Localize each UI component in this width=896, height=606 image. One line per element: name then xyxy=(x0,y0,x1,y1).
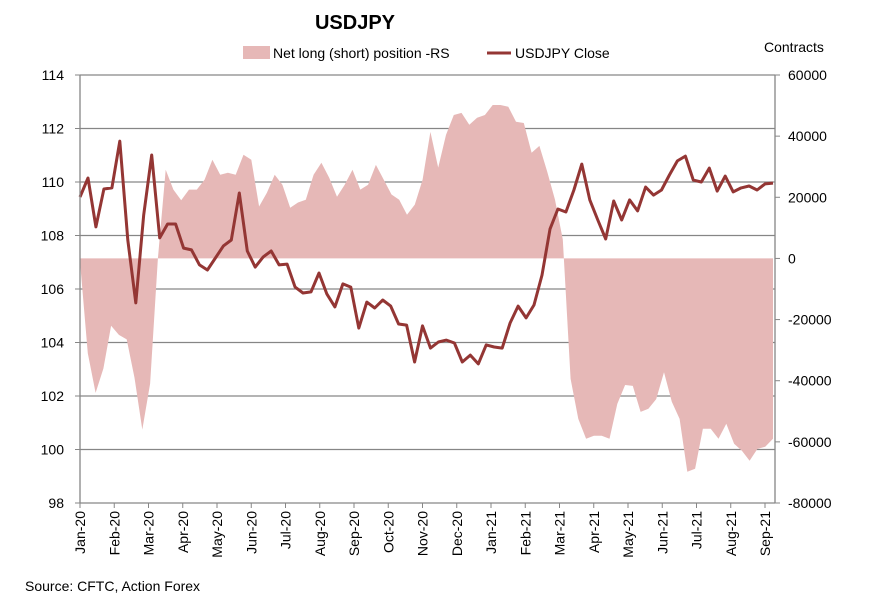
x-tick-label: Jul-21 xyxy=(689,511,705,549)
left-tick-label: 112 xyxy=(42,121,65,137)
legend-swatch-area xyxy=(243,46,270,59)
axes xyxy=(75,74,780,508)
right-tick-label: 40000 xyxy=(788,128,827,144)
usdjpy-close-line xyxy=(78,139,774,366)
x-tick-label: Feb-21 xyxy=(517,511,533,556)
x-tick-label: May-20 xyxy=(209,511,225,558)
x-tick-label: Jun-20 xyxy=(243,511,259,554)
x-tick-label: Jan-21 xyxy=(483,511,499,554)
x-tick-label: Dec-20 xyxy=(449,511,465,556)
left-tick-label: 108 xyxy=(41,228,65,244)
x-tick-label: Apr-21 xyxy=(586,511,602,553)
x-tick-labels: Jan-20 Feb-20 Mar-20 Apr-20 May-20 Jun-20 Jul-… xyxy=(72,511,773,558)
usdjpy-close-polyline xyxy=(78,139,774,366)
x-tick-label: Feb-20 xyxy=(106,511,122,556)
x-tick-label: Mar-20 xyxy=(141,511,157,556)
right-axis-label: Contracts xyxy=(764,39,824,55)
x-tick-label: May-21 xyxy=(620,511,636,558)
legend: Net long (short) position -RS USDJPY Clo… xyxy=(243,45,610,61)
x-tick-label: Aug-20 xyxy=(312,511,328,556)
left-tick-label: 110 xyxy=(42,174,65,190)
right-tick-label: -80000 xyxy=(788,495,832,511)
left-tick-label: 106 xyxy=(41,281,65,297)
left-tick-label: 102 xyxy=(41,388,65,404)
x-tick-label: Jan-20 xyxy=(72,511,88,554)
left-tick-labels: 98 100 102 104 106 108 110 112 114 xyxy=(41,67,65,511)
legend-label-line: USDJPY Close xyxy=(515,45,610,61)
x-tick-label: Jun-21 xyxy=(654,511,670,554)
chart-title: USDJPY xyxy=(315,12,396,34)
source-note: Source: CFTC, Action Forex xyxy=(25,578,200,594)
x-tick-label: Oct-20 xyxy=(380,511,396,553)
right-tick-label: -20000 xyxy=(788,312,832,328)
x-tick-label: Sep-21 xyxy=(757,511,773,556)
x-tick-label: Nov-20 xyxy=(415,511,431,556)
net-position-area-shape xyxy=(80,105,773,472)
right-tick-label: 20000 xyxy=(788,189,827,205)
x-tick-label: Aug-21 xyxy=(723,511,739,556)
left-tick-label: 114 xyxy=(42,67,65,83)
x-tick-label: Apr-20 xyxy=(175,511,191,553)
left-tick-label: 104 xyxy=(41,335,65,351)
right-tick-labels: -80000 -60000 -40000 -20000 0 20000 40000 60000 xyxy=(788,67,832,511)
right-tick-label: -40000 xyxy=(788,373,832,389)
right-tick-label: 60000 xyxy=(788,67,827,83)
right-tick-label: 0 xyxy=(788,250,796,266)
legend-label-area: Net long (short) position -RS xyxy=(273,45,450,61)
left-tick-label: 98 xyxy=(48,495,64,511)
x-tick-label: Mar-21 xyxy=(552,511,568,556)
net-position-area xyxy=(80,105,773,472)
right-tick-label: -60000 xyxy=(788,434,832,450)
left-tick-label: 100 xyxy=(41,442,65,458)
x-tick-label: Jul-20 xyxy=(278,511,294,549)
x-tick-label: Sep-20 xyxy=(346,511,362,556)
